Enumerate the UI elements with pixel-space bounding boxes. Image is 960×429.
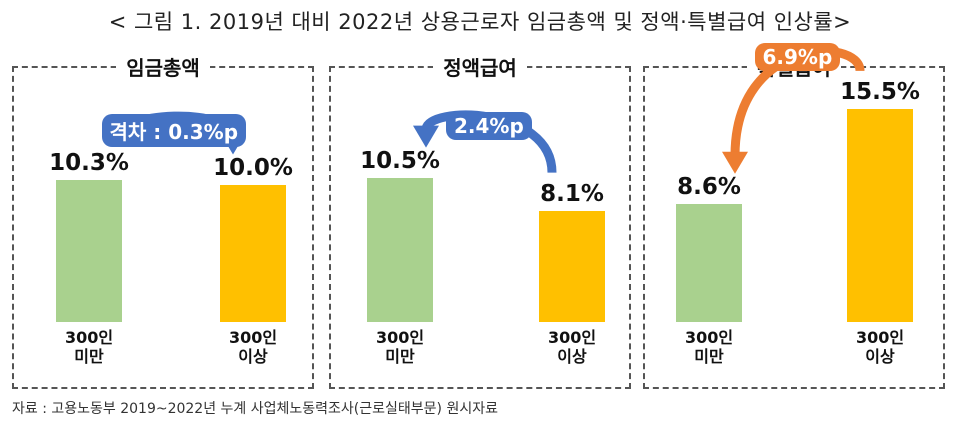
bar-over-300: [220, 184, 286, 322]
bar-under-300: [56, 180, 122, 322]
data-label: 15.5%: [840, 78, 920, 105]
category-label: 300인 미만: [375, 328, 425, 366]
gap-badge: 2.4%p: [446, 111, 532, 140]
category-label: 300인 이상: [547, 328, 597, 366]
data-label: 10.0%: [213, 154, 293, 181]
bar-over-300: [847, 108, 913, 322]
panel-fixed-wage: 정액급여 10.5% 300인 미만 8.1% 300인 이상 2.4%p: [329, 56, 631, 389]
bar-under-300: [367, 177, 433, 322]
category-label: 300인 미만: [64, 328, 114, 366]
category-label: 300인 이상: [855, 328, 905, 366]
gap-arrow-head: [722, 151, 748, 174]
data-label: 10.3%: [49, 150, 129, 177]
category-label: 300인 미만: [684, 328, 734, 366]
panel-title: 임금총액: [116, 56, 210, 80]
data-label: 8.1%: [540, 180, 604, 207]
bar-over-300: [539, 210, 605, 322]
gap-arrow: [722, 46, 865, 174]
data-label: 8.6%: [677, 173, 741, 200]
gap-arrow-head: [413, 125, 439, 148]
gap-badge: 6.9%p: [754, 42, 841, 71]
gap-badge: 격차 : 0.3%p: [101, 114, 247, 148]
panel-total-wage: 임금총액 10.3% 300인 미만 10.0% 300인 이상 격차 : 0.3%p: [12, 56, 314, 389]
panel-title: 정액급여: [433, 56, 527, 80]
source-note: 자료 : 고용노동부 2019~2022년 누계 사업체노동력조사(근로실태부문…: [12, 401, 498, 417]
category-label: 300인 이상: [228, 328, 278, 366]
data-label: 10.5%: [360, 147, 440, 174]
chart-title: < 그림 1. 2019년 대비 2022년 상용근로자 임금총액 및 정액·특…: [108, 10, 852, 34]
bar-under-300: [676, 203, 742, 322]
